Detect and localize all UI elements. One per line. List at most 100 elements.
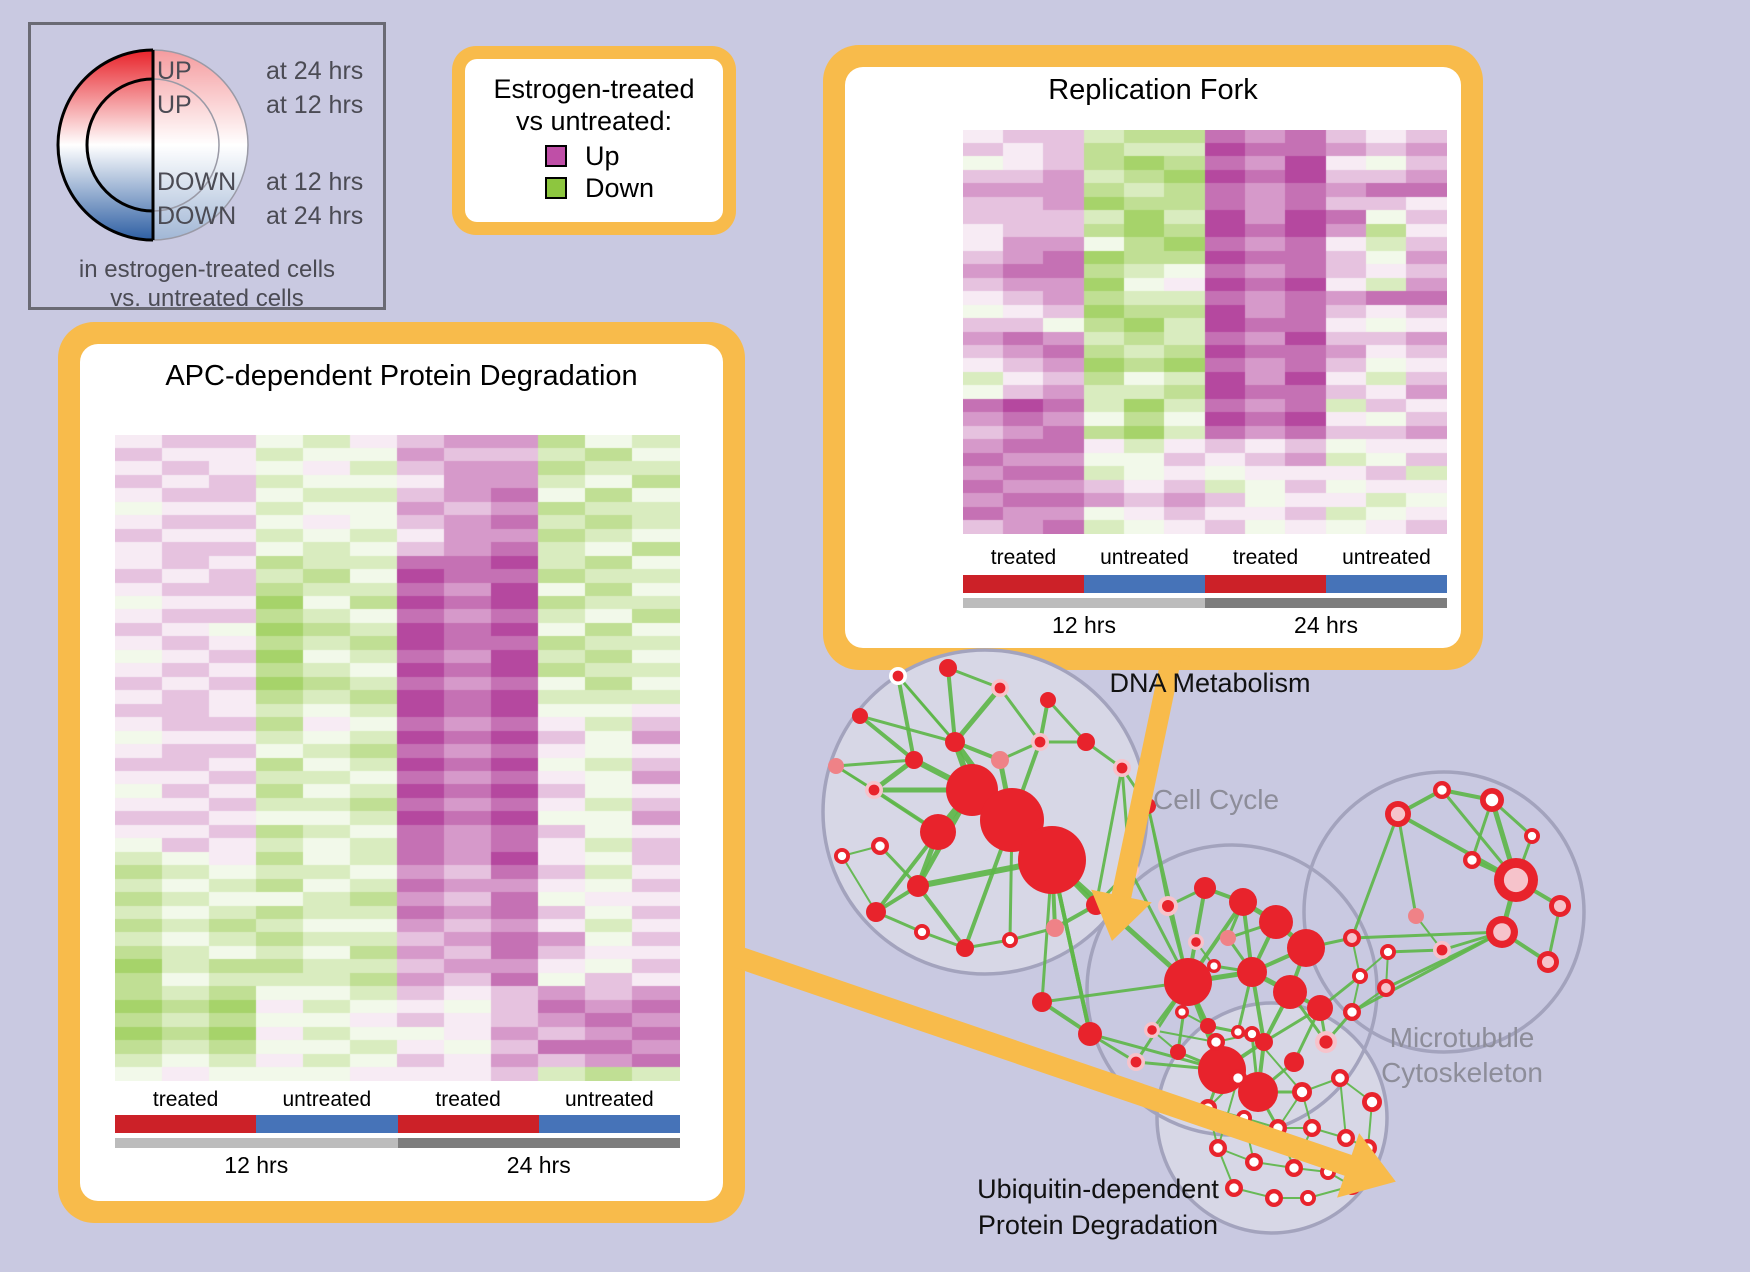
network-edge [1546,904,1562,964]
gene-node-ring [1300,1190,1316,1206]
network-edge [998,740,1042,762]
network-edge [1151,1029,1179,1053]
network-edge [841,845,881,857]
gene-node-ring [1362,1092,1382,1112]
gene-node-ring-center [1269,1193,1279,1203]
network-edge [1396,788,1444,816]
network-edge [841,855,877,913]
network-edge [1470,858,1518,882]
gene-node-ring-center [917,927,927,937]
gene-node-ring [1380,944,1396,960]
up-label: Up [585,140,620,171]
network-edge [1256,1060,1296,1094]
network-edge [1185,979,1225,1073]
network-edge [1094,868,1132,907]
gene-node-halo [1127,1053,1145,1071]
network-edge [998,686,1042,744]
gene-node-ring-center [1503,867,1529,893]
network-edge [1206,1068,1224,1110]
gene-node-ring [1207,959,1221,973]
bottom-margin [0,1272,1750,1279]
gene-node-ring-center [1541,955,1555,969]
gene-node-halo [1121,861,1139,879]
gene-node-red [1255,1033,1273,1051]
network-edge [896,674,916,762]
treatment-bar-segment [1326,575,1447,593]
gene-node-red [980,788,1044,852]
legend-footer-line1: in estrogen-treated cells [78,256,336,283]
legend-footer-line2: vs. untreated cells [110,285,304,312]
network-edge [1386,948,1444,954]
cluster-label-ubiquitin-line2: Protein Degradation [977,1210,1219,1240]
network-edge [1385,951,1389,989]
cluster-circle [1085,843,1379,1137]
network-edge [1050,858,1057,930]
network-edge [1128,868,1190,984]
gene-node-halo-center [1162,900,1174,912]
cluster-label-cell-cycle: Cell Cycle [1152,784,1280,815]
network-edge [1176,1050,1224,1072]
callout-arrow-head [1337,1133,1396,1198]
gene-node-halo-center [1319,1035,1333,1049]
network-edge [1243,1117,1279,1129]
cluster-label-microtubule-line2: Cytoskeleton [1381,1057,1543,1088]
updown-rings-icon [56,48,249,242]
down-color-swatch [545,177,567,199]
gene-node-ring [1377,979,1395,997]
network-edge [1311,1127,1347,1139]
treatment-bar-segment [963,575,1084,593]
network-edge [1500,930,1550,964]
network-edge [1233,1187,1275,1199]
network-edge [1318,974,1362,1010]
network-edge [1345,1137,1369,1149]
legend-dir-down-24: DOWN [157,202,237,230]
network-edge [915,787,975,889]
network-edge [1514,834,1534,882]
gene-node-ring-center [1366,1096,1378,1108]
network-edge [1226,900,1245,940]
gene-node-halo [1031,733,1049,751]
network-edge [934,786,976,836]
treatment-bar-segment [115,1115,257,1133]
network-edge [1359,951,1389,977]
network-edge [1049,857,1191,985]
network-edge [874,830,940,914]
network-edge [1351,937,1361,977]
gene-node-halo-center [892,670,904,682]
network-edge [1301,1091,1313,1129]
network-edge [1008,816,1056,864]
replication-fork-title: Replication Fork [1048,74,1258,106]
network-edge [1339,1077,1347,1139]
gene-node-red [1040,692,1056,708]
gene-node-ring-center [1527,831,1537,841]
network-edge [997,757,1015,823]
treatment-bar-segment [256,1115,398,1133]
gene-node-halo-center [1116,762,1128,774]
gene-node-ring [1231,1025,1245,1039]
network-edge [953,740,1002,762]
gene-node-red [1307,995,1333,1021]
network-edge [1186,886,1207,984]
gene-node-ring-center [1289,1163,1299,1173]
gene-node-ring [1337,1129,1355,1147]
network-edge [1088,1032,1224,1072]
network-edge [1396,812,1418,918]
apc-group-untreated-24: untreated [565,1088,654,1111]
apc-title: APC-dependent Protein Degradation [165,360,638,392]
gene-node-ring [1433,781,1451,799]
gene-node-halo [1158,896,1178,916]
network-edge [1249,969,1293,995]
gene-node-red [1077,733,1095,751]
network-edge [834,758,916,768]
network-edge [1214,1040,1224,1072]
network-edge [1040,980,1190,1004]
how-to-read-legend-box [28,22,386,310]
gene-node-ring-center [1381,983,1391,993]
gene-node-red [1078,1022,1102,1046]
apc-group-treated-12: treated [152,1088,219,1111]
network-edge [1040,1000,1092,1036]
network-edge [1220,1068,1240,1080]
network-edge [1350,930,1504,1014]
gene-node-red [1032,992,1052,1012]
gene-node-ring [1343,1003,1361,1021]
